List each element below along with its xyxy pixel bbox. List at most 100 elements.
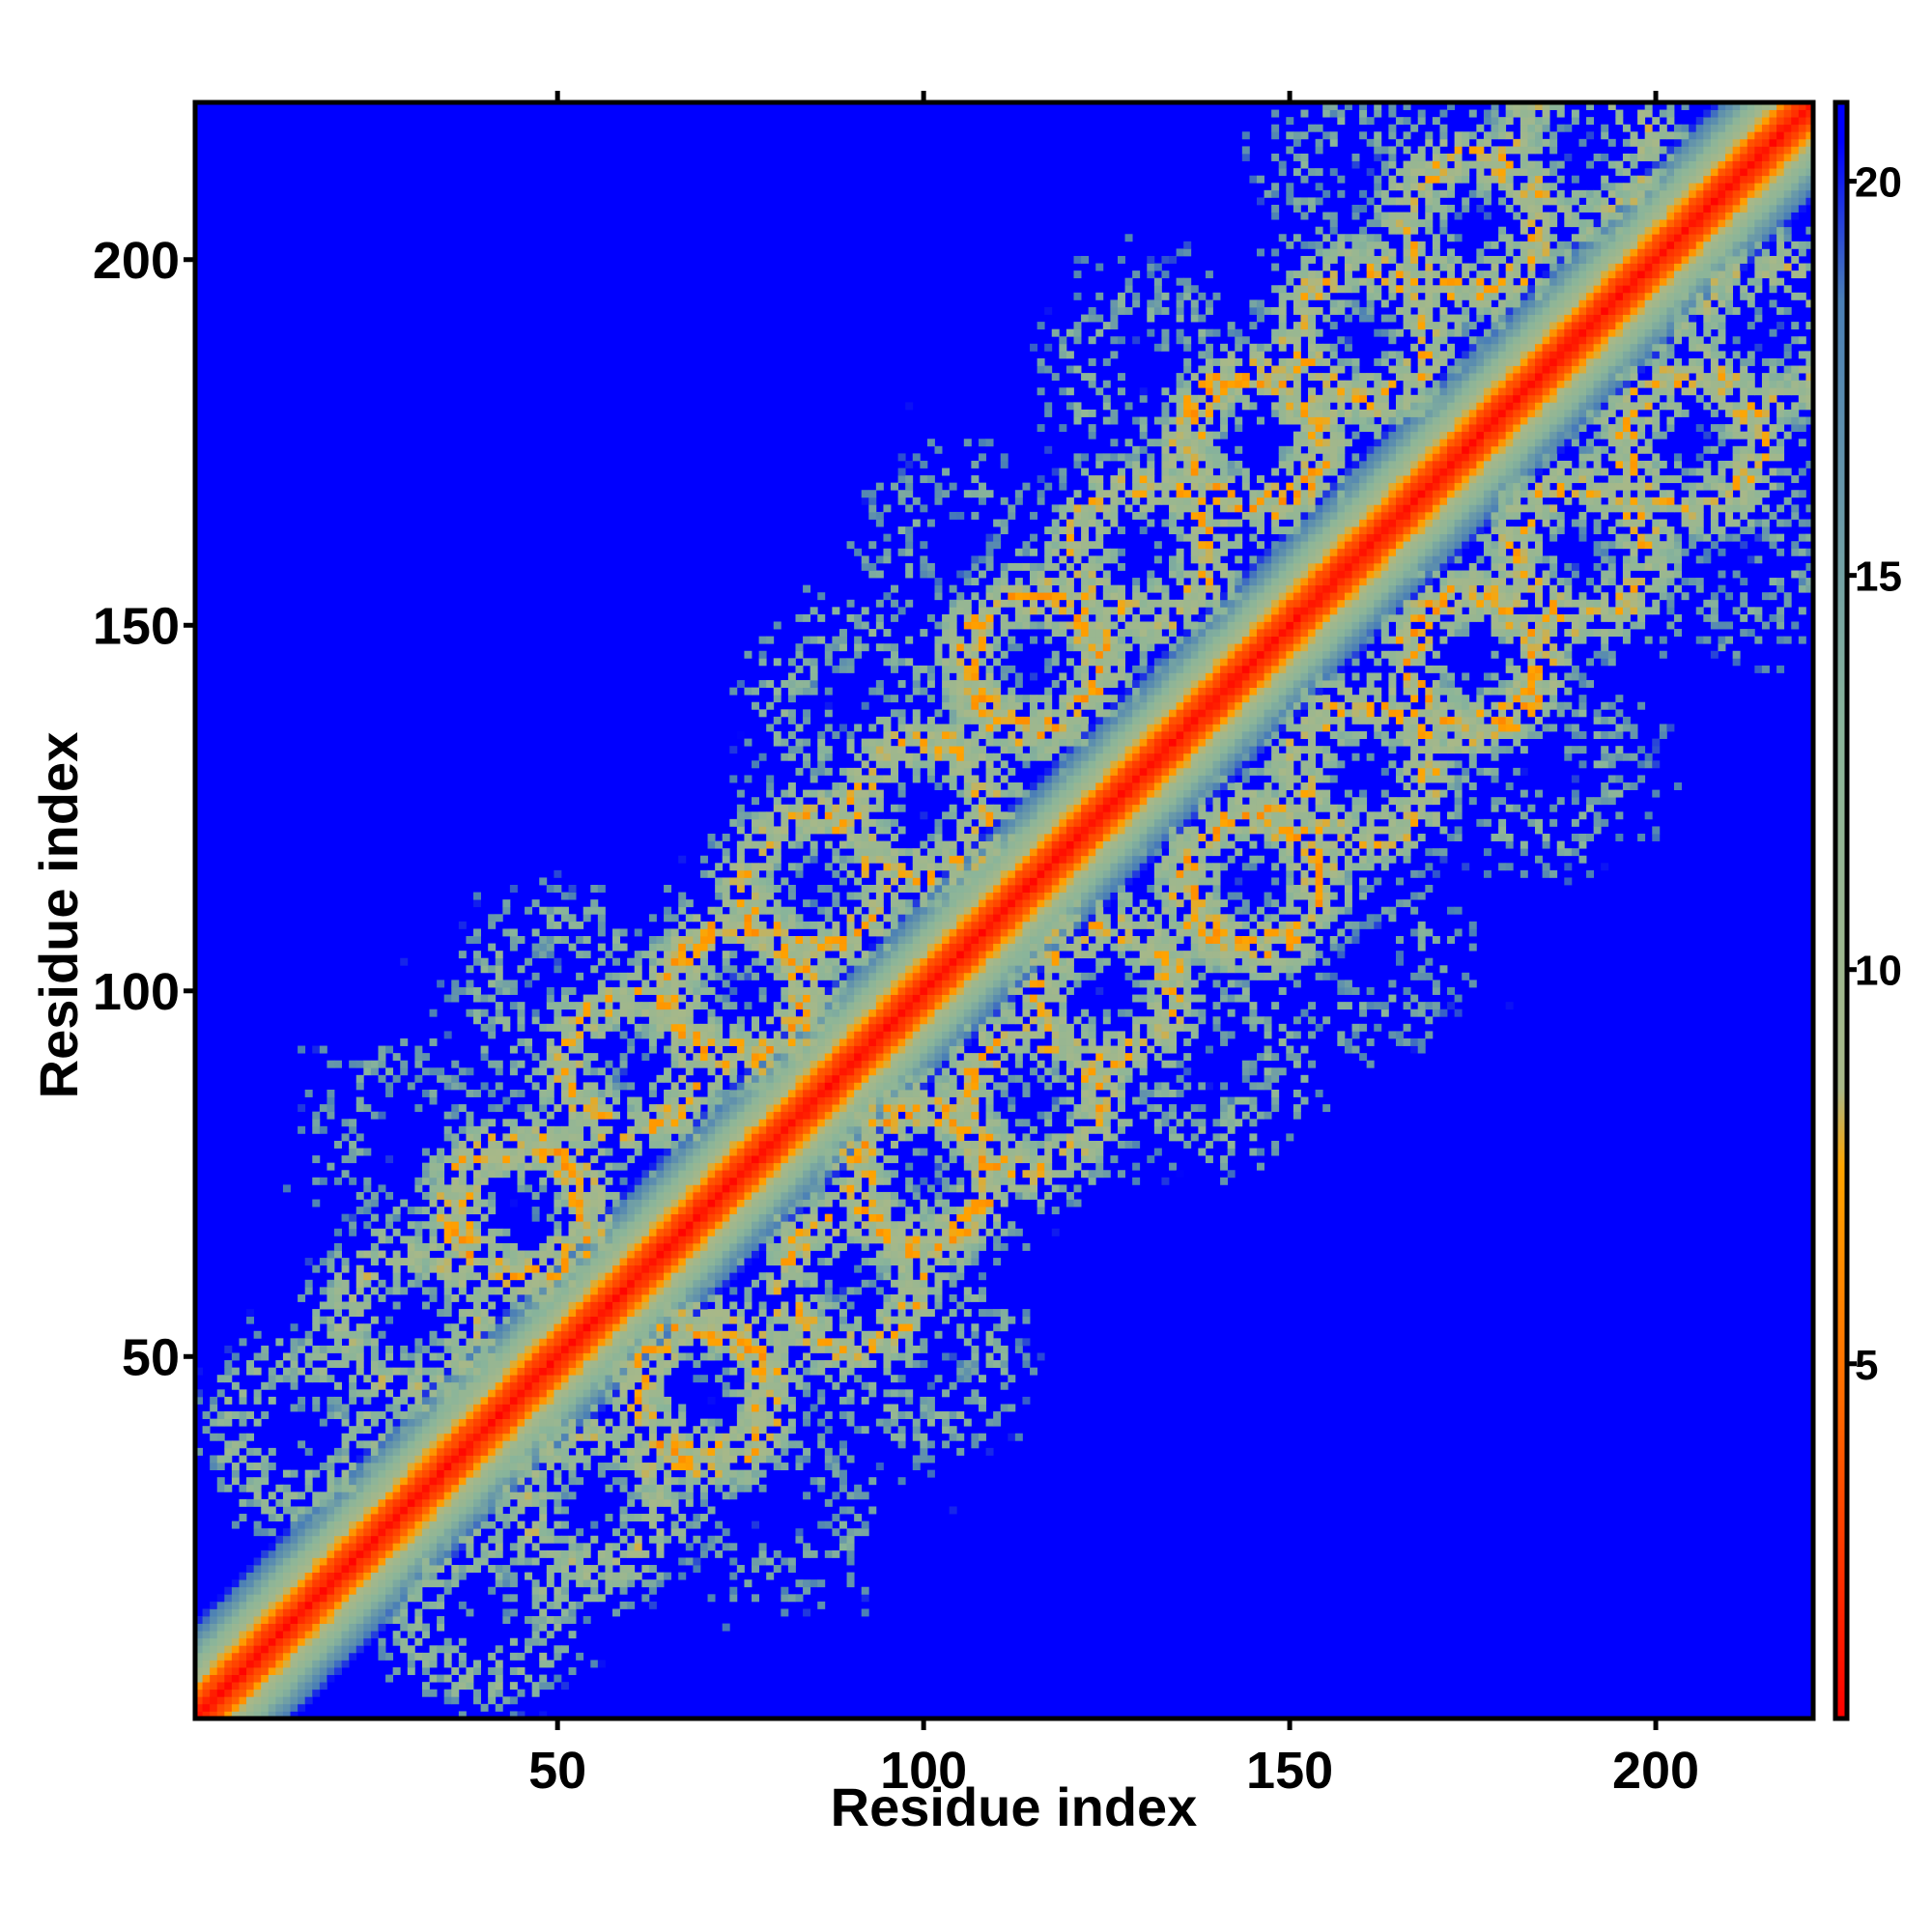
heatmap-cell <box>715 1221 724 1230</box>
heatmap-cell <box>246 1660 255 1668</box>
heatmap-cell <box>707 834 716 841</box>
heatmap-cell <box>568 1089 577 1097</box>
heatmap-cell <box>670 1345 679 1353</box>
heatmap-cell <box>525 1404 533 1412</box>
heatmap-cell <box>736 1045 745 1054</box>
heatmap-cell <box>378 1381 386 1390</box>
heatmap-cell <box>458 1170 467 1179</box>
heatmap-cell <box>378 1535 386 1544</box>
heatmap-cell <box>531 1557 540 1566</box>
heatmap-cell <box>664 936 672 944</box>
heatmap-cell <box>253 1498 262 1507</box>
heatmap-cell <box>803 1316 811 1324</box>
heatmap-cell <box>824 1549 833 1558</box>
heatmap-cell <box>582 1404 591 1412</box>
heatmap-cell <box>722 1228 730 1236</box>
heatmap-cell <box>685 943 694 952</box>
heatmap-cell <box>509 1330 518 1339</box>
heatmap-cell <box>758 1396 767 1405</box>
heatmap-cell <box>304 1637 313 1646</box>
heatmap-cell <box>443 1528 452 1537</box>
heatmap-cell <box>466 1455 474 1463</box>
heatmap-cell <box>531 1433 540 1441</box>
heatmap-cell <box>568 1082 577 1091</box>
heatmap-cell <box>664 965 672 974</box>
heatmap-cell <box>693 1177 701 1185</box>
heatmap-cell <box>327 1557 335 1566</box>
heatmap-cell <box>355 1601 364 1609</box>
heatmap-cell <box>319 1316 327 1324</box>
heatmap-cell <box>648 1338 657 1347</box>
heatmap-cell <box>392 1506 401 1515</box>
heatmap-cell <box>715 892 724 900</box>
heatmap-cell <box>605 1125 613 1134</box>
heatmap-cell <box>597 943 606 952</box>
heatmap-cell <box>531 1264 540 1273</box>
heatmap-cell <box>495 1170 503 1179</box>
heatmap-cell <box>685 965 694 974</box>
heatmap-cell <box>744 687 753 696</box>
heatmap-cell <box>517 1352 526 1361</box>
heatmap-cell <box>502 1616 511 1624</box>
heatmap-cell <box>210 1418 218 1427</box>
heatmap-cell <box>414 1272 423 1281</box>
heatmap-cell <box>488 1330 497 1339</box>
heatmap-cell <box>766 1060 775 1068</box>
heatmap-cell <box>451 1543 460 1551</box>
heatmap-cell <box>707 986 716 995</box>
heatmap-cell <box>744 1148 753 1156</box>
heatmap-cell <box>787 716 796 724</box>
heatmap-cell <box>473 1330 481 1339</box>
heatmap-cell <box>752 899 759 908</box>
heatmap-cell <box>810 848 818 857</box>
heatmap-cell <box>429 1396 438 1405</box>
heatmap-cell <box>554 1381 562 1390</box>
heatmap-cell <box>525 1309 533 1318</box>
heatmap-cell <box>495 1228 503 1236</box>
heatmap-cell <box>341 1360 350 1369</box>
heatmap-cell <box>744 1213 753 1222</box>
heatmap-cell <box>349 1301 357 1310</box>
heatmap-cell <box>685 1082 694 1091</box>
heatmap-cell <box>224 1345 233 1353</box>
heatmap-cell <box>554 1074 562 1083</box>
heatmap-cell <box>664 1074 672 1083</box>
heatmap-cell <box>437 1272 445 1281</box>
heatmap-cell <box>678 1199 687 1208</box>
heatmap-cell <box>253 1565 262 1573</box>
heatmap-cell <box>597 1338 606 1347</box>
heatmap-cell <box>451 1293 460 1302</box>
heatmap-cell <box>787 906 796 915</box>
heatmap-cell <box>699 1498 708 1507</box>
heatmap-cell <box>597 1242 606 1251</box>
heatmap-cell <box>509 1506 518 1515</box>
heatmap-cell <box>509 885 518 893</box>
heatmap-cell <box>355 1323 364 1332</box>
heatmap-cell <box>560 1002 569 1010</box>
heatmap-cell <box>363 1514 372 1522</box>
heatmap-cell <box>443 1455 452 1463</box>
heatmap-cell <box>560 1492 569 1500</box>
heatmap-cell <box>473 1469 481 1478</box>
heatmap-cell <box>378 1228 386 1236</box>
heatmap-cell <box>707 1447 716 1456</box>
heatmap-cell <box>795 1236 804 1244</box>
heatmap-cell <box>525 1411 533 1420</box>
heatmap-cell <box>795 1096 804 1105</box>
heatmap-cell <box>525 1389 533 1398</box>
heatmap-cell <box>414 1352 423 1361</box>
heatmap-cell <box>517 1016 526 1025</box>
heatmap-cell <box>378 1586 386 1595</box>
heatmap-cell <box>627 1528 636 1537</box>
heatmap-cell <box>744 965 753 974</box>
heatmap-cell <box>334 1520 342 1529</box>
heatmap-cell <box>605 1104 613 1113</box>
heatmap-cell <box>327 1623 335 1632</box>
heatmap-cell <box>546 1060 554 1068</box>
heatmap-cell <box>488 1586 497 1595</box>
heatmap-cell <box>304 1689 313 1697</box>
heatmap-cell <box>590 1330 599 1339</box>
heatmap-cell <box>253 1623 262 1632</box>
heatmap-cell <box>531 1404 540 1412</box>
heatmap-cell <box>246 1360 255 1369</box>
